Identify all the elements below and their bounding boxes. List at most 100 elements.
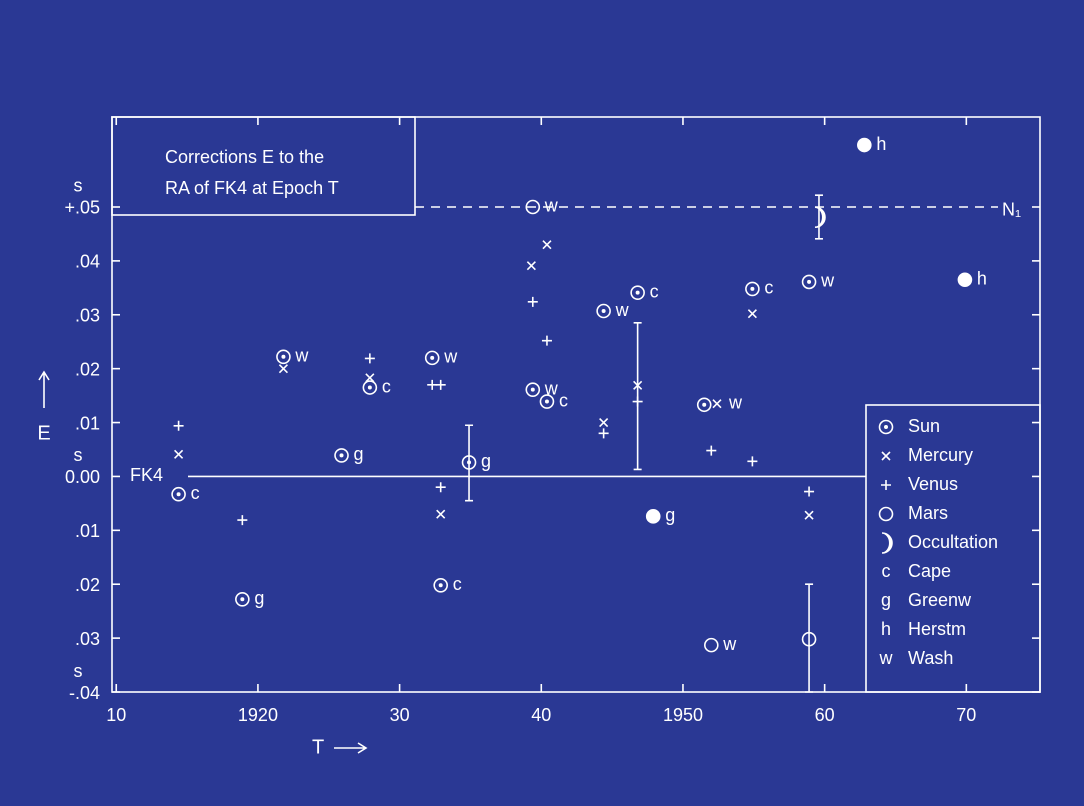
sun-dot bbox=[601, 309, 606, 314]
marker-venus bbox=[598, 428, 609, 439]
legend-label: Wash bbox=[908, 648, 953, 668]
marker-mars bbox=[878, 506, 894, 522]
plus-mark bbox=[541, 335, 552, 346]
point-label: w bbox=[544, 378, 559, 398]
marker-venus bbox=[747, 456, 758, 467]
x-axis-arrow bbox=[334, 742, 368, 754]
x-mark bbox=[436, 509, 446, 519]
legend-code: c bbox=[882, 561, 891, 581]
ring bbox=[525, 199, 541, 215]
sun-ring bbox=[745, 281, 760, 297]
point-label: c bbox=[559, 390, 568, 410]
plus-mark bbox=[881, 480, 891, 490]
marker-sun bbox=[525, 382, 541, 397]
sun-dot bbox=[807, 279, 812, 284]
x-tick-label: 40 bbox=[531, 705, 551, 725]
dot bbox=[857, 137, 872, 153]
sun-dot bbox=[281, 354, 286, 359]
marker-sun bbox=[235, 592, 250, 607]
point-label: w bbox=[294, 346, 309, 366]
title-box bbox=[111, 116, 416, 216]
sun-ring bbox=[424, 350, 440, 366]
point-label: w bbox=[615, 300, 630, 320]
y-tick-label: -.04 bbox=[69, 683, 100, 703]
sun-dot bbox=[750, 286, 755, 291]
sun-ring bbox=[878, 419, 894, 435]
marker-venus bbox=[237, 515, 248, 526]
sun-dot bbox=[635, 290, 640, 295]
plus-mark bbox=[632, 396, 643, 407]
sun-ring bbox=[525, 382, 541, 397]
marker-venus bbox=[435, 379, 446, 390]
x-mark bbox=[174, 449, 184, 459]
y-tick-label: 0.00 bbox=[65, 467, 100, 487]
marker-sun bbox=[171, 486, 186, 502]
marker-dot bbox=[645, 509, 661, 524]
y-unit: s bbox=[74, 661, 83, 681]
marker-sun bbox=[696, 397, 712, 413]
plus-mark bbox=[427, 379, 438, 390]
sun-ring bbox=[596, 303, 611, 319]
plus-mark bbox=[364, 353, 375, 364]
ring bbox=[878, 506, 894, 522]
x-tick-label: 60 bbox=[815, 705, 835, 725]
marker-mercury bbox=[599, 417, 609, 428]
y-unit: s bbox=[74, 445, 83, 465]
marker-venus bbox=[632, 396, 643, 407]
point-label: g bbox=[354, 444, 364, 464]
x-tick-label: 30 bbox=[390, 705, 410, 725]
sun-dot bbox=[438, 583, 443, 588]
marker-venus bbox=[435, 482, 446, 493]
plus-mark bbox=[706, 445, 717, 456]
sun-dot bbox=[240, 597, 245, 602]
x-mark bbox=[712, 399, 722, 409]
plus-mark bbox=[237, 515, 248, 526]
x-mark bbox=[278, 364, 288, 374]
marker-mercury bbox=[365, 373, 375, 383]
point-label: c bbox=[764, 278, 773, 298]
sun-dot bbox=[339, 453, 344, 458]
x-axis-label: T bbox=[312, 736, 324, 758]
y-tick-label: .02 bbox=[75, 359, 100, 379]
sun-ring bbox=[433, 577, 448, 593]
y-axis-arrow bbox=[38, 370, 50, 408]
legend-label: Mercury bbox=[908, 445, 973, 465]
marker-mercury bbox=[436, 509, 446, 519]
x-mark bbox=[747, 309, 757, 319]
sun-dot bbox=[176, 492, 181, 497]
x-tick-label: 1920 bbox=[238, 705, 278, 725]
dot bbox=[645, 509, 661, 524]
plus-mark bbox=[527, 296, 538, 307]
marker-sun bbox=[539, 394, 555, 409]
marker-mercury bbox=[278, 364, 288, 374]
marker-venus bbox=[804, 486, 815, 497]
legend-label: Mars bbox=[908, 503, 948, 523]
sun-ring bbox=[696, 397, 712, 413]
point-label: g bbox=[481, 451, 491, 471]
point-label: w bbox=[544, 196, 559, 216]
marker-mars bbox=[525, 199, 541, 215]
legend-code: w bbox=[879, 648, 894, 668]
marker-sun bbox=[745, 281, 760, 297]
sun-dot bbox=[467, 460, 472, 465]
sun-dot bbox=[702, 402, 707, 407]
x-mark bbox=[542, 240, 552, 250]
point-label: w bbox=[820, 271, 835, 291]
legend-label: Occultation bbox=[908, 532, 998, 552]
marker-venus bbox=[706, 445, 717, 456]
sun-ring bbox=[801, 274, 817, 290]
marker-venus bbox=[427, 379, 438, 390]
legend-label: Cape bbox=[908, 561, 951, 581]
x-mark bbox=[365, 373, 375, 383]
y-tick-label: .01 bbox=[75, 521, 100, 541]
marker-sun bbox=[878, 419, 894, 435]
marker-mercury bbox=[542, 240, 552, 250]
sun-dot bbox=[430, 355, 435, 360]
x-tick-label: 1950 bbox=[663, 705, 703, 725]
marker-dot bbox=[857, 137, 872, 153]
chart-title: RA of FK4 at Epoch T bbox=[165, 178, 339, 198]
error-bar bbox=[814, 194, 823, 240]
sun-ring bbox=[276, 349, 291, 365]
marker-sun bbox=[424, 350, 440, 366]
